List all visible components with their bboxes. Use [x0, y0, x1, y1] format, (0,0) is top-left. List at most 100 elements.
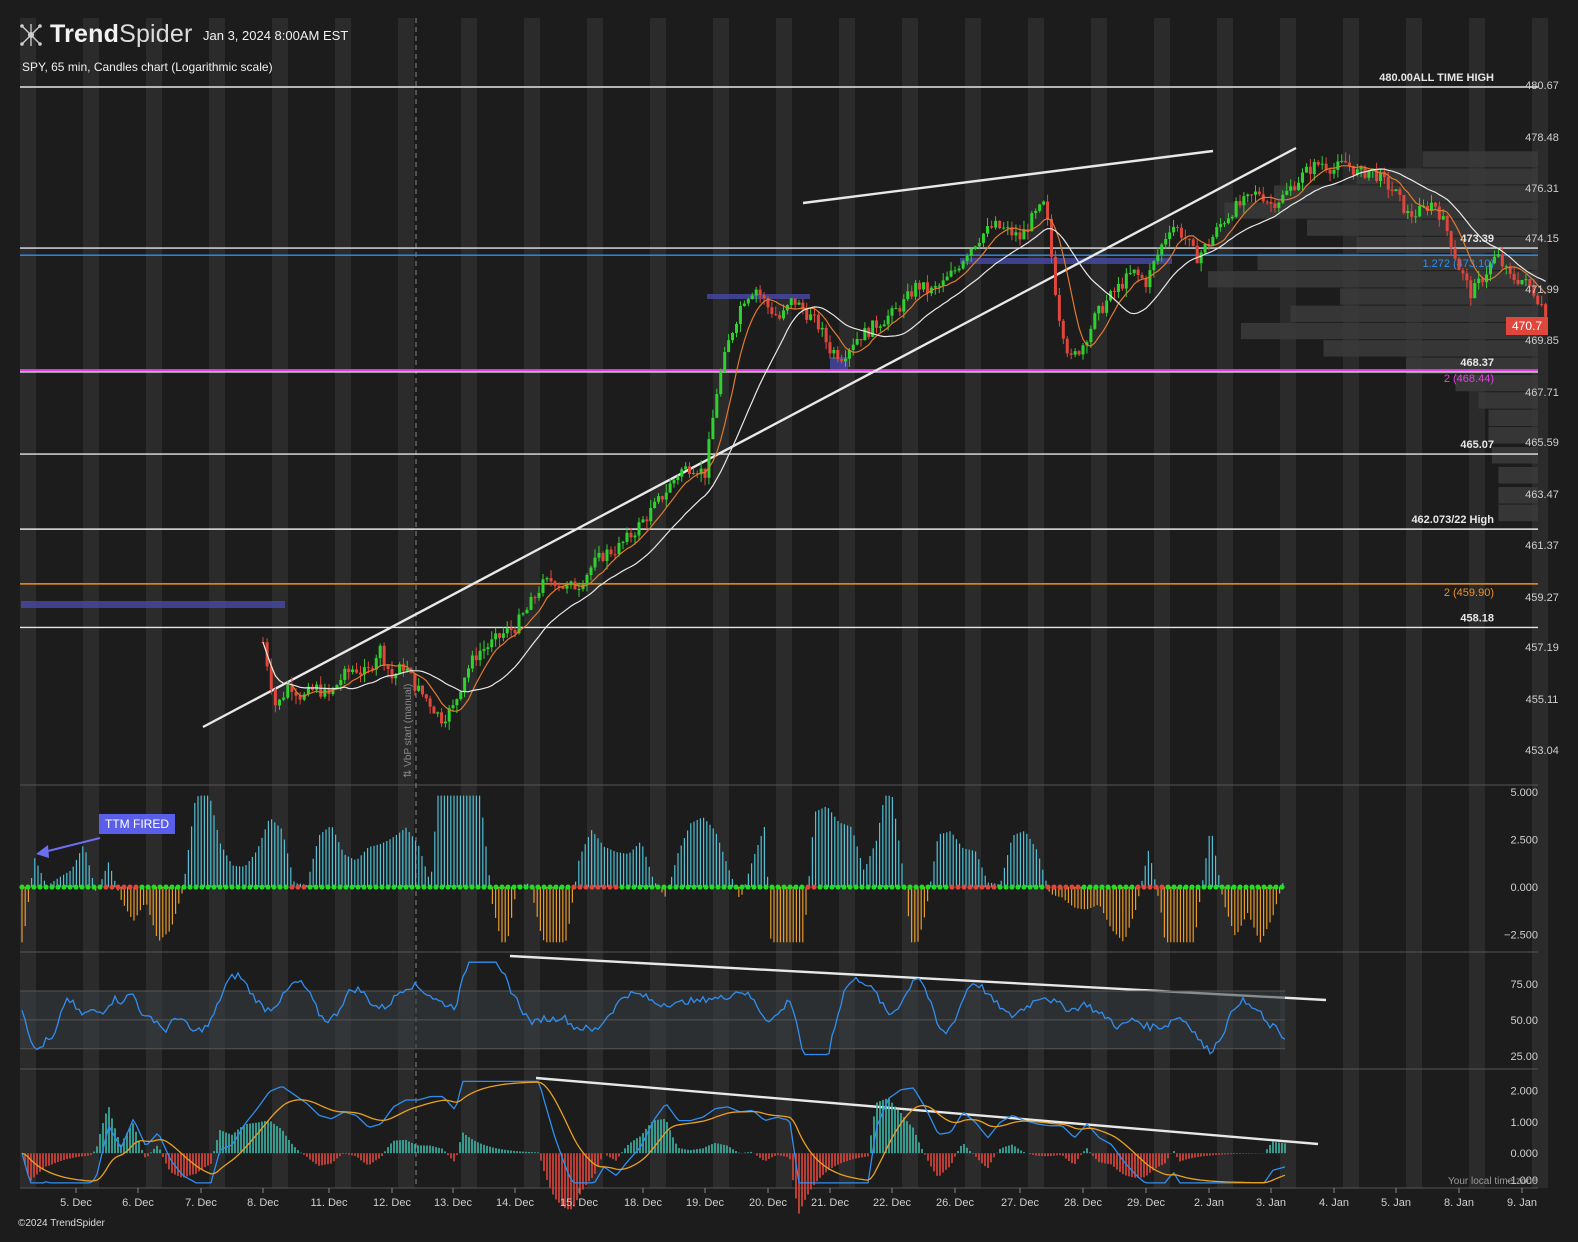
candle-body — [513, 630, 517, 634]
squeeze-dot — [511, 884, 517, 890]
candle-body — [1312, 162, 1316, 174]
candle-body — [1520, 280, 1524, 284]
axes: 480.67 478.48 476.31 474.15 471.99 469.85 467.… — [60, 80, 1559, 1209]
squeeze-dot — [877, 884, 883, 890]
candle-body — [447, 708, 451, 722]
squeeze-dot — [463, 884, 469, 890]
candle-body — [1293, 186, 1297, 190]
squeeze-dot — [49, 884, 55, 890]
candle-body — [770, 307, 774, 315]
candle-body — [1219, 223, 1223, 228]
squeeze-dot — [1027, 884, 1033, 890]
candle-body — [684, 466, 688, 470]
squeeze-dot — [535, 884, 541, 890]
squeeze-dot — [757, 884, 763, 890]
squeeze-dot — [1033, 884, 1039, 890]
squeeze-dot — [487, 884, 493, 890]
squeeze-dot — [421, 884, 427, 890]
candle-body — [894, 308, 898, 310]
last-price-badge: 470.7 — [1506, 317, 1548, 335]
squeeze-dot — [1189, 884, 1195, 890]
candle-body — [501, 633, 505, 638]
candle-body — [486, 647, 490, 650]
candle-body — [1006, 227, 1010, 229]
candle-body — [1246, 194, 1250, 197]
candle-body — [1340, 160, 1344, 162]
squeeze-dot — [469, 884, 475, 890]
candle-body — [1277, 202, 1281, 209]
x-tick-label: 19. Dec — [686, 1197, 724, 1209]
squeeze-dot — [259, 884, 265, 890]
candle-body — [413, 673, 417, 691]
candle-body — [421, 685, 424, 695]
squeeze-dot — [1069, 884, 1075, 890]
ttm-tick: 5.000 — [1510, 787, 1538, 799]
volume-profile-bar — [1274, 185, 1538, 202]
candle-body — [440, 712, 444, 724]
candle-body — [1375, 168, 1379, 181]
trendline — [802, 149, 1214, 205]
squeeze-dot — [565, 884, 571, 890]
squeeze-dot — [1021, 884, 1027, 890]
volume-profile-bar — [1340, 288, 1538, 305]
candle-body — [1359, 167, 1363, 170]
candle-body — [374, 658, 378, 670]
squeeze-dot — [1261, 884, 1267, 890]
squeeze-dot — [253, 884, 259, 890]
squeeze-dot — [547, 884, 553, 890]
candle-body — [1254, 191, 1257, 195]
candle-body — [273, 689, 277, 706]
candle-body — [969, 248, 973, 256]
candle-body — [589, 567, 593, 575]
squeeze-dot — [613, 884, 619, 890]
squeeze-dot — [811, 884, 817, 890]
candle-body — [1136, 269, 1140, 275]
volume-profile-bar — [1422, 151, 1538, 168]
candle-body — [750, 295, 754, 299]
candle-body — [863, 327, 867, 341]
candle-body — [398, 664, 402, 675]
session-band — [1028, 18, 1044, 1188]
squeeze-dot — [955, 884, 961, 890]
x-tick-label: 18. Dec — [624, 1197, 662, 1209]
candle-body — [766, 298, 770, 308]
candle-body — [1226, 218, 1230, 224]
candle-body — [382, 645, 386, 666]
candle-body — [1281, 194, 1285, 203]
candle-body — [1289, 186, 1293, 191]
candle-body — [1402, 194, 1406, 214]
candle-body — [1176, 226, 1179, 228]
squeeze-dot — [541, 884, 547, 890]
squeeze-dot — [241, 884, 247, 890]
squeeze-dot — [907, 884, 913, 890]
candle-body — [1089, 328, 1093, 343]
candle-body — [1398, 189, 1402, 195]
candle-body — [386, 665, 390, 669]
squeeze-dot — [1129, 884, 1135, 890]
squeeze-dot — [307, 884, 313, 890]
x-tick-label: 5. Jan — [1381, 1197, 1411, 1209]
squeeze-dot — [451, 884, 457, 890]
price-level-label: 2 (459.90) — [1444, 587, 1494, 599]
squeeze-dot — [1009, 884, 1015, 890]
candle-body — [327, 687, 331, 695]
price-tick: 453.04 — [1525, 745, 1559, 757]
candle-body — [1512, 273, 1516, 281]
candle-body — [1057, 294, 1061, 321]
squeeze-dot — [625, 884, 631, 890]
candle-body — [315, 684, 319, 690]
trendspider-logo-icon — [20, 23, 42, 46]
volume-profile-bar — [1488, 409, 1538, 427]
candle-body — [1285, 190, 1289, 195]
squeeze-dot — [703, 884, 709, 890]
squeeze-dot — [361, 884, 367, 890]
candle-body — [941, 280, 945, 286]
candle-body — [577, 589, 581, 591]
price-tick: 457.19 — [1525, 642, 1559, 654]
squeeze-dot — [589, 884, 595, 890]
candle-body — [1203, 244, 1207, 253]
candle-body — [918, 282, 922, 290]
squeeze-dot — [793, 884, 799, 890]
candle-body — [793, 298, 797, 305]
